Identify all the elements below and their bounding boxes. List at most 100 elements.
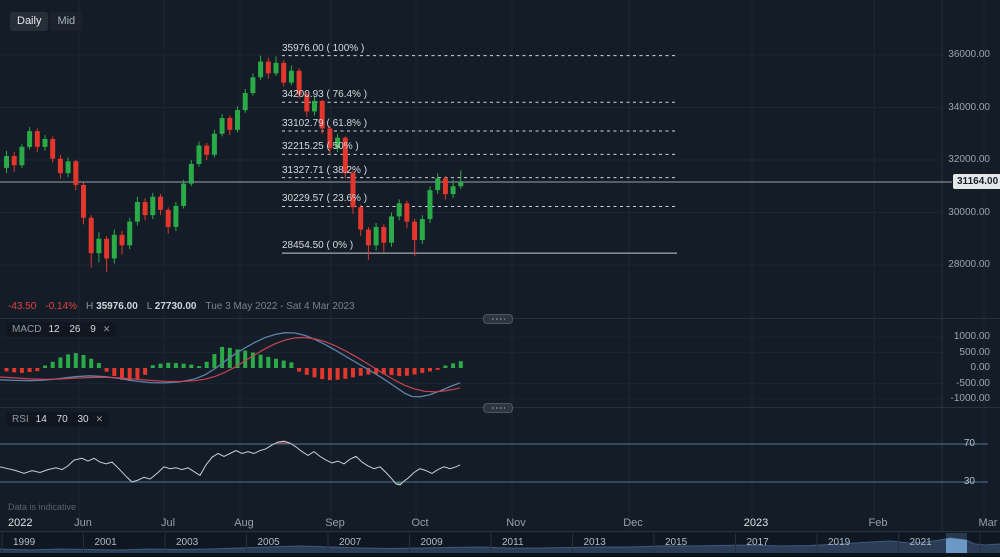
rsi-params[interactable]: 14 70 30 (35, 414, 89, 425)
candle-body (358, 207, 364, 230)
candle-body (288, 70, 294, 83)
candle-body (281, 62, 287, 83)
timeframe-daily-button[interactable]: Daily (10, 12, 49, 31)
candle-body (150, 196, 156, 216)
low-stat: L 27730.00 (146, 301, 197, 312)
candle-body (42, 139, 48, 147)
macd-histogram-bar (443, 365, 448, 368)
macd-histogram-bar (289, 362, 294, 368)
candle-body (458, 181, 464, 187)
macd-histogram-bar (250, 352, 255, 368)
timeframe-mid-button[interactable]: Mid (50, 12, 83, 31)
candle-body (211, 133, 217, 155)
candle-body (65, 161, 71, 174)
candle-body (50, 139, 56, 159)
macd-signal-line (0, 336, 461, 393)
macd-histogram-bar (81, 354, 86, 368)
macd-histogram-bar (19, 368, 24, 373)
candle-body (173, 205, 179, 227)
candle-body (4, 156, 9, 168)
macd-histogram-bar (127, 368, 132, 382)
close-icon[interactable]: ✕ (102, 324, 111, 334)
candle-body (134, 202, 140, 222)
price-stats-row: -43.50 -0.14% H 35976.00 L 27730.00 Tue … (8, 301, 355, 312)
macd-histogram-bar (389, 368, 394, 376)
rsi-pane-resize-handle[interactable] (483, 403, 513, 413)
candle-body (119, 234, 125, 246)
macd-histogram-bar (66, 354, 71, 368)
macd-histogram-bar (420, 368, 425, 373)
candle-body (250, 77, 256, 94)
change-percent: -0.14% (45, 301, 78, 312)
data-indicative-note: Data is indicative (8, 502, 77, 512)
candle-body (419, 219, 425, 241)
macd-histogram-bar (374, 368, 379, 374)
timeline-area (0, 538, 1000, 553)
macd-histogram-bar (89, 358, 94, 368)
macd-histogram-bar (451, 363, 456, 368)
timeline-selection-window[interactable] (946, 533, 967, 553)
macd-histogram-bar (304, 368, 309, 375)
candle-body (11, 156, 17, 166)
macd-params[interactable]: 12 26 9 (48, 324, 96, 335)
candle-body (258, 61, 264, 78)
macd-histogram-bar (281, 360, 286, 368)
macd-histogram-bar (435, 368, 440, 370)
macd-histogram-bar (73, 353, 78, 368)
timeframe-toolbar: Daily Mid (10, 12, 83, 31)
candle-body (296, 70, 302, 95)
candle-body (335, 137, 341, 149)
macd-histogram-bar (220, 346, 225, 368)
candle-body (365, 229, 371, 246)
candle-body (158, 196, 163, 210)
candle-body (373, 226, 379, 246)
macd-histogram-bar (197, 366, 201, 368)
candle-body (404, 203, 410, 222)
candle-body (181, 183, 187, 206)
macd-header: MACD 12 26 9 ✕ (6, 322, 117, 337)
macd-histogram-bar (351, 368, 355, 378)
macd-histogram-bar (58, 357, 63, 368)
candle-body (127, 221, 133, 246)
candle-body (73, 161, 79, 185)
macd-histogram-bar (366, 368, 371, 375)
candle-body (235, 110, 240, 130)
candle-body (227, 118, 233, 130)
candle-body (242, 93, 248, 111)
macd-histogram-bar (243, 350, 248, 368)
macd-histogram-bar (120, 368, 124, 380)
high-stat: H 35976.00 (86, 301, 138, 312)
macd-histogram-bar (104, 368, 109, 372)
candle-body (219, 118, 225, 134)
macd-histogram-bar (312, 368, 317, 378)
candle-body (142, 202, 148, 216)
macd-histogram-bar (343, 368, 348, 379)
macd-pane-resize-handle[interactable] (483, 314, 513, 324)
macd-histogram-bar (135, 368, 140, 379)
macd-histogram-bar (358, 368, 363, 376)
candle-body (57, 158, 63, 174)
macd-histogram-bar (235, 349, 240, 368)
candle-body (350, 173, 356, 208)
macd-histogram-bar (258, 354, 263, 368)
macd-histogram-bar (96, 363, 101, 368)
candle-body (104, 238, 110, 259)
macd-histogram-bar (158, 363, 163, 368)
macd-title: MACD (12, 324, 42, 335)
macd-histogram-bar (166, 362, 171, 368)
macd-histogram-bar (27, 368, 32, 373)
candle-body (34, 131, 40, 147)
macd-histogram-bar (428, 368, 432, 372)
macd-histogram-bar (212, 354, 217, 368)
macd-line (0, 332, 461, 398)
macd-histogram-bar (320, 368, 325, 380)
candle-body (81, 184, 86, 218)
macd-histogram-bar (112, 368, 117, 377)
macd-histogram-bar (189, 364, 194, 368)
close-icon[interactable]: ✕ (95, 414, 104, 424)
candle-body (427, 190, 433, 220)
macd-histogram-bar (150, 365, 155, 368)
rsi-title: RSI (12, 414, 29, 425)
candle-body (188, 163, 194, 184)
